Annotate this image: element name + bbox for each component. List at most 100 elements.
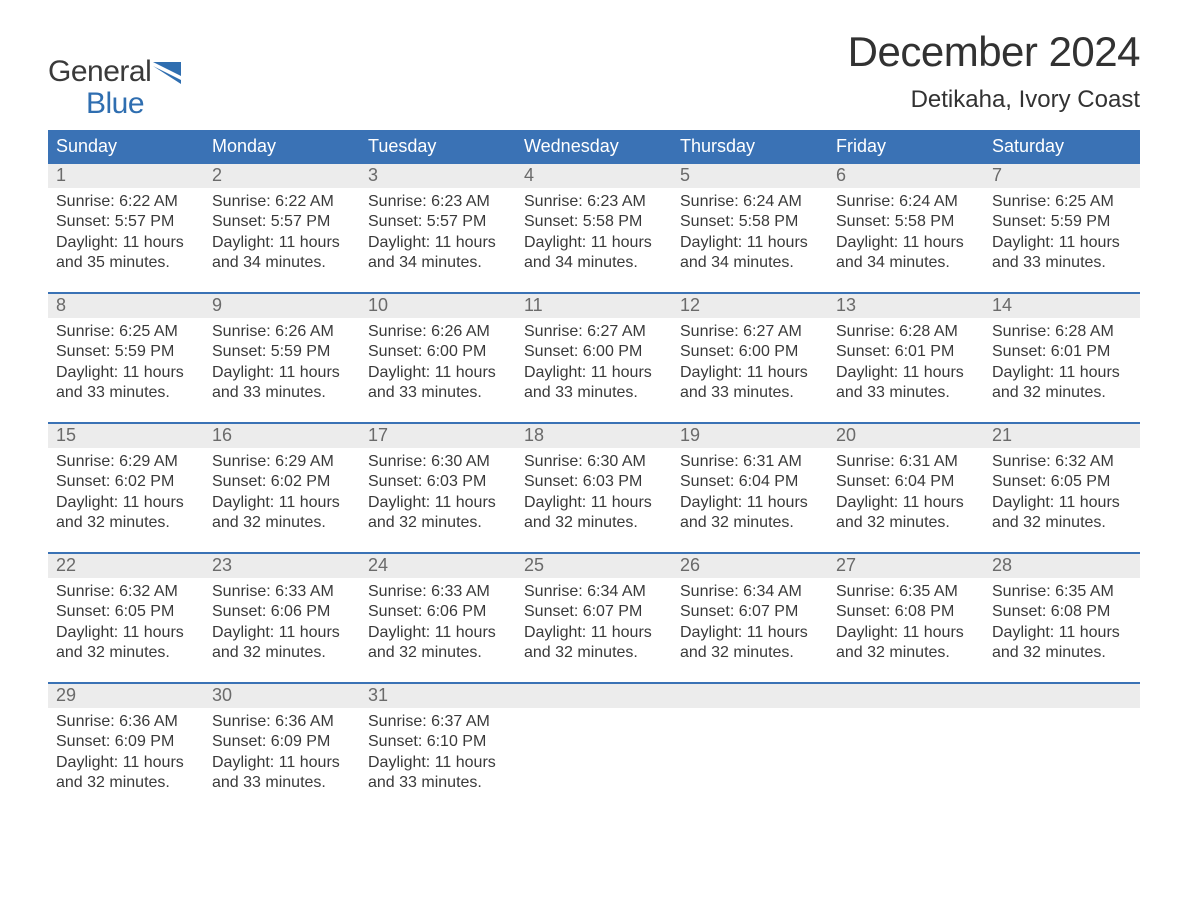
brand-word-1: General (48, 55, 151, 88)
day-number: 19 (672, 424, 828, 448)
calendar-week: 8Sunrise: 6:25 AMSunset: 5:59 PMDaylight… (48, 292, 1140, 422)
day-number (516, 684, 672, 708)
day-details: Sunrise: 6:27 AMSunset: 6:00 PMDaylight:… (516, 318, 672, 404)
calendar-day: 24Sunrise: 6:33 AMSunset: 6:06 PMDayligh… (360, 554, 516, 682)
calendar-week: 1Sunrise: 6:22 AMSunset: 5:57 PMDaylight… (48, 164, 1140, 292)
day-number: 14 (984, 294, 1140, 318)
month-title: December 2024 (848, 28, 1140, 76)
calendar-day: 27Sunrise: 6:35 AMSunset: 6:08 PMDayligh… (828, 554, 984, 682)
day-of-week: Saturday (984, 130, 1140, 164)
day-number: 13 (828, 294, 984, 318)
day-details: Sunrise: 6:29 AMSunset: 6:02 PMDaylight:… (204, 448, 360, 534)
day-details: Sunrise: 6:33 AMSunset: 6:06 PMDaylight:… (204, 578, 360, 664)
calendar-day: 10Sunrise: 6:26 AMSunset: 6:00 PMDayligh… (360, 294, 516, 422)
calendar-day: 20Sunrise: 6:31 AMSunset: 6:04 PMDayligh… (828, 424, 984, 552)
calendar-day: 30Sunrise: 6:36 AMSunset: 6:09 PMDayligh… (204, 684, 360, 812)
calendar-day: 31Sunrise: 6:37 AMSunset: 6:10 PMDayligh… (360, 684, 516, 812)
day-details: Sunrise: 6:29 AMSunset: 6:02 PMDaylight:… (48, 448, 204, 534)
day-details: Sunrise: 6:31 AMSunset: 6:04 PMDaylight:… (672, 448, 828, 534)
day-number: 23 (204, 554, 360, 578)
calendar-day: 16Sunrise: 6:29 AMSunset: 6:02 PMDayligh… (204, 424, 360, 552)
day-of-week: Sunday (48, 130, 204, 164)
day-number: 5 (672, 164, 828, 188)
calendar-week: 29Sunrise: 6:36 AMSunset: 6:09 PMDayligh… (48, 682, 1140, 812)
day-details: Sunrise: 6:24 AMSunset: 5:58 PMDaylight:… (828, 188, 984, 274)
day-number: 9 (204, 294, 360, 318)
title-block: December 2024 Detikaha, Ivory Coast (848, 28, 1140, 126)
day-details: Sunrise: 6:30 AMSunset: 6:03 PMDaylight:… (360, 448, 516, 534)
day-number: 8 (48, 294, 204, 318)
day-number: 12 (672, 294, 828, 318)
calendar-day: 29Sunrise: 6:36 AMSunset: 6:09 PMDayligh… (48, 684, 204, 812)
day-details: Sunrise: 6:34 AMSunset: 6:07 PMDaylight:… (672, 578, 828, 664)
day-number: 25 (516, 554, 672, 578)
day-number: 29 (48, 684, 204, 708)
calendar-day: 6Sunrise: 6:24 AMSunset: 5:58 PMDaylight… (828, 164, 984, 292)
day-number: 22 (48, 554, 204, 578)
location: Detikaha, Ivory Coast (848, 86, 1140, 114)
calendar-day: 7Sunrise: 6:25 AMSunset: 5:59 PMDaylight… (984, 164, 1140, 292)
day-details: Sunrise: 6:25 AMSunset: 5:59 PMDaylight:… (984, 188, 1140, 274)
day-number: 21 (984, 424, 1140, 448)
day-number: 7 (984, 164, 1140, 188)
calendar-day: 19Sunrise: 6:31 AMSunset: 6:04 PMDayligh… (672, 424, 828, 552)
calendar-day: 8Sunrise: 6:25 AMSunset: 5:59 PMDaylight… (48, 294, 204, 422)
day-of-week-header: SundayMondayTuesdayWednesdayThursdayFrid… (48, 130, 1140, 164)
day-details: Sunrise: 6:36 AMSunset: 6:09 PMDaylight:… (204, 708, 360, 794)
brand-text: General Blue (48, 56, 151, 119)
calendar-day: 18Sunrise: 6:30 AMSunset: 6:03 PMDayligh… (516, 424, 672, 552)
day-number: 18 (516, 424, 672, 448)
day-details: Sunrise: 6:32 AMSunset: 6:05 PMDaylight:… (48, 578, 204, 664)
day-of-week: Friday (828, 130, 984, 164)
day-of-week: Tuesday (360, 130, 516, 164)
calendar-day: 28Sunrise: 6:35 AMSunset: 6:08 PMDayligh… (984, 554, 1140, 682)
day-of-week: Wednesday (516, 130, 672, 164)
calendar-day: 3Sunrise: 6:23 AMSunset: 5:57 PMDaylight… (360, 164, 516, 292)
day-number (984, 684, 1140, 708)
day-number: 4 (516, 164, 672, 188)
day-details: Sunrise: 6:26 AMSunset: 5:59 PMDaylight:… (204, 318, 360, 404)
calendar-week: 15Sunrise: 6:29 AMSunset: 6:02 PMDayligh… (48, 422, 1140, 552)
calendar-day: 14Sunrise: 6:28 AMSunset: 6:01 PMDayligh… (984, 294, 1140, 422)
day-number: 2 (204, 164, 360, 188)
day-details: Sunrise: 6:35 AMSunset: 6:08 PMDaylight:… (828, 578, 984, 664)
day-number: 26 (672, 554, 828, 578)
calendar-day: 12Sunrise: 6:27 AMSunset: 6:00 PMDayligh… (672, 294, 828, 422)
day-details: Sunrise: 6:37 AMSunset: 6:10 PMDaylight:… (360, 708, 516, 794)
calendar-day-empty (828, 684, 984, 812)
day-details: Sunrise: 6:24 AMSunset: 5:58 PMDaylight:… (672, 188, 828, 274)
calendar-day: 11Sunrise: 6:27 AMSunset: 6:00 PMDayligh… (516, 294, 672, 422)
day-number (672, 684, 828, 708)
day-number: 28 (984, 554, 1140, 578)
brand-word-2: Blue (86, 88, 151, 120)
calendar-day: 1Sunrise: 6:22 AMSunset: 5:57 PMDaylight… (48, 164, 204, 292)
day-details: Sunrise: 6:36 AMSunset: 6:09 PMDaylight:… (48, 708, 204, 794)
day-of-week: Thursday (672, 130, 828, 164)
calendar-day: 25Sunrise: 6:34 AMSunset: 6:07 PMDayligh… (516, 554, 672, 682)
calendar-day: 9Sunrise: 6:26 AMSunset: 5:59 PMDaylight… (204, 294, 360, 422)
day-details: Sunrise: 6:27 AMSunset: 6:00 PMDaylight:… (672, 318, 828, 404)
brand-flag-icon (153, 62, 187, 88)
calendar-day-empty (984, 684, 1140, 812)
calendar-day: 22Sunrise: 6:32 AMSunset: 6:05 PMDayligh… (48, 554, 204, 682)
calendar-body: 1Sunrise: 6:22 AMSunset: 5:57 PMDaylight… (48, 164, 1140, 812)
day-number: 31 (360, 684, 516, 708)
day-details: Sunrise: 6:32 AMSunset: 6:05 PMDaylight:… (984, 448, 1140, 534)
day-number: 24 (360, 554, 516, 578)
calendar-day: 21Sunrise: 6:32 AMSunset: 6:05 PMDayligh… (984, 424, 1140, 552)
day-details: Sunrise: 6:33 AMSunset: 6:06 PMDaylight:… (360, 578, 516, 664)
day-number: 10 (360, 294, 516, 318)
header: General Blue December 2024 Detikaha, Ivo… (48, 28, 1140, 126)
calendar-day: 5Sunrise: 6:24 AMSunset: 5:58 PMDaylight… (672, 164, 828, 292)
day-details: Sunrise: 6:35 AMSunset: 6:08 PMDaylight:… (984, 578, 1140, 664)
calendar-day: 13Sunrise: 6:28 AMSunset: 6:01 PMDayligh… (828, 294, 984, 422)
calendar-week: 22Sunrise: 6:32 AMSunset: 6:05 PMDayligh… (48, 552, 1140, 682)
day-details: Sunrise: 6:31 AMSunset: 6:04 PMDaylight:… (828, 448, 984, 534)
day-details: Sunrise: 6:25 AMSunset: 5:59 PMDaylight:… (48, 318, 204, 404)
day-number (828, 684, 984, 708)
day-details: Sunrise: 6:30 AMSunset: 6:03 PMDaylight:… (516, 448, 672, 534)
calendar-day: 2Sunrise: 6:22 AMSunset: 5:57 PMDaylight… (204, 164, 360, 292)
day-number: 6 (828, 164, 984, 188)
day-details: Sunrise: 6:22 AMSunset: 5:57 PMDaylight:… (204, 188, 360, 274)
day-details: Sunrise: 6:23 AMSunset: 5:57 PMDaylight:… (360, 188, 516, 274)
